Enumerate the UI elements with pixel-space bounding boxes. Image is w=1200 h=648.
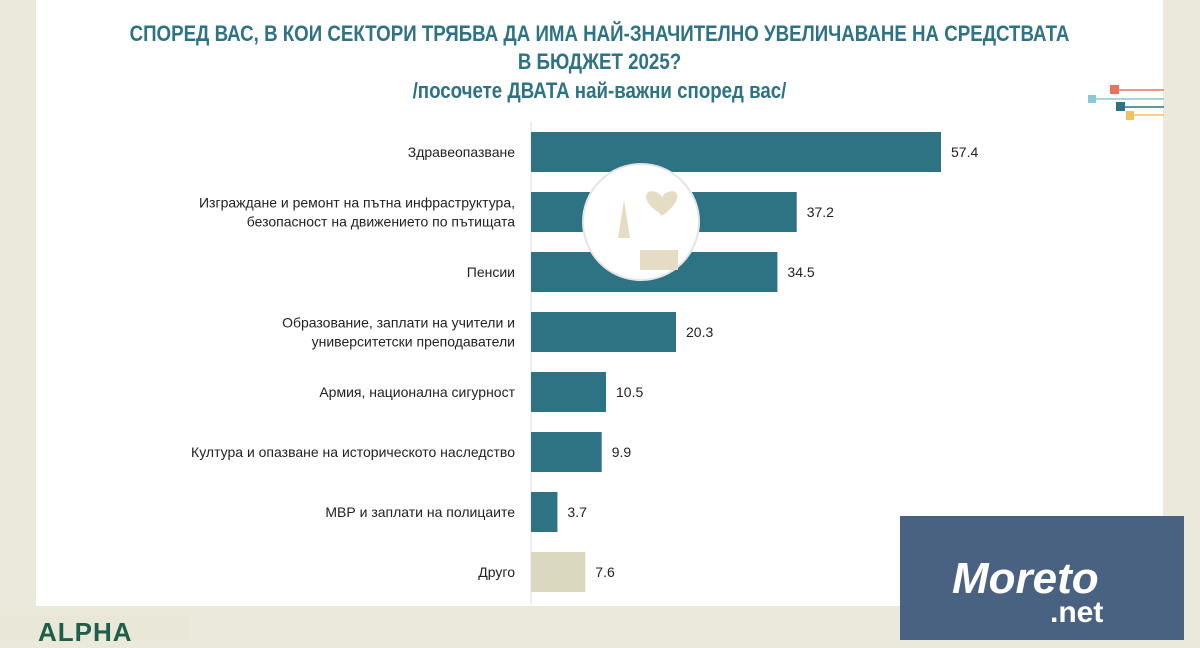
- heart-icon: [646, 191, 678, 216]
- data-label: 57.4: [951, 144, 978, 160]
- money-icon: [640, 250, 678, 270]
- sector-icons: [582, 163, 700, 281]
- category-label: Култура и опазване на историческото насл…: [191, 444, 515, 460]
- traffic-cone-icon: [618, 200, 630, 238]
- moreto-logo: Moreto .net: [900, 516, 1184, 640]
- category-label: Образование, заплати на учители и универс…: [282, 315, 515, 350]
- chart-subtitle: /посочете ДВАТА най-важни според вас/: [412, 78, 787, 103]
- data-label: 37.2: [807, 204, 834, 220]
- data-label: 3.7: [567, 504, 587, 520]
- category-label: Изграждане и ремонт на пътна инфраструкт…: [199, 195, 515, 230]
- chart-panel: [36, 0, 1163, 606]
- data-label: 20.3: [686, 324, 713, 340]
- category-label: МВР и заплати на полицаите: [325, 504, 515, 520]
- data-label: 34.5: [787, 264, 814, 280]
- category-label: Друго: [478, 564, 515, 580]
- decorative-lines-icon: [1088, 85, 1164, 120]
- data-label: 7.6: [595, 564, 615, 580]
- data-label: 10.5: [616, 384, 643, 400]
- data-label: 9.9: [612, 444, 632, 460]
- bar: [531, 432, 602, 472]
- bar: [531, 312, 676, 352]
- category-label: Здравеопазване: [408, 144, 515, 160]
- alpha-research-logo: ALPHA: [0, 615, 190, 647]
- bar: [531, 132, 941, 172]
- category-label: Пенсии: [467, 264, 515, 280]
- bar: [531, 492, 558, 532]
- chart-title: СПОРЕД ВАС, В КОИ СЕКТОРИ ТРЯБВА ДА ИМА …: [129, 21, 1070, 74]
- bar: [531, 372, 606, 412]
- category-label: Армия, национална сигурност: [319, 384, 515, 400]
- bar: [531, 552, 586, 592]
